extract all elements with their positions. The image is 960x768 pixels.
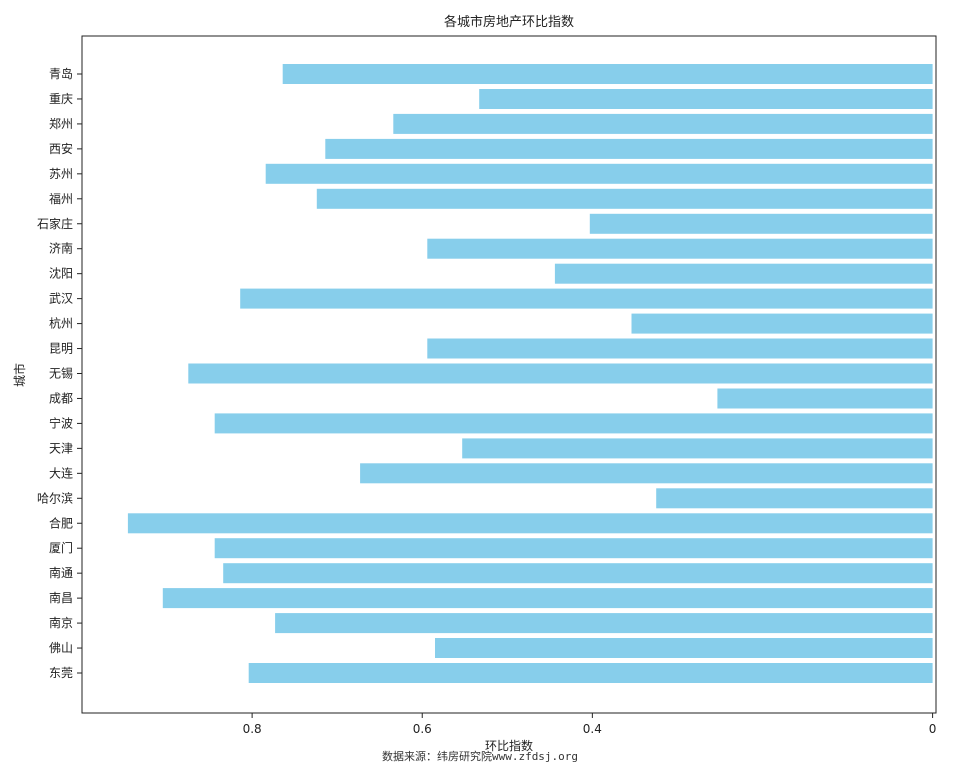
source-note: 数据来源：纬房研究院www.zfdsj.org — [382, 749, 578, 763]
x-tick-label: 0 — [929, 722, 937, 736]
bar-东莞 — [248, 663, 933, 683]
bar-天津 — [462, 438, 933, 459]
y-tick-label: 福州 — [49, 191, 73, 206]
bar-无锡 — [188, 363, 933, 384]
bar-南京 — [275, 613, 933, 634]
bar-济南 — [427, 238, 933, 259]
y-tick-label: 天津 — [49, 441, 73, 455]
chart-title: 各城市房地产环比指数 — [444, 14, 574, 30]
y-tick-label: 佛山 — [49, 641, 73, 655]
bar-郑州 — [393, 113, 933, 134]
bar-成都 — [717, 388, 933, 409]
bar-南昌 — [162, 588, 933, 609]
y-tick-label: 成都 — [49, 391, 73, 405]
bar-福州 — [316, 188, 933, 209]
y-tick-label: 合肥 — [49, 515, 73, 530]
y-tick-label: 西安 — [49, 141, 73, 156]
bar-西安 — [325, 138, 933, 159]
y-tick-label: 南通 — [49, 565, 73, 580]
bar-苏州 — [265, 163, 933, 184]
plot-frame — [81, 35, 937, 714]
y-tick-label: 郑州 — [49, 116, 73, 131]
y-tick-label: 南京 — [49, 615, 73, 630]
y-tick-label: 昆明 — [49, 342, 73, 356]
x-tick-label: 0.4 — [583, 722, 602, 736]
y-tick-label: 大连 — [49, 465, 73, 480]
x-tick-label: 0.6 — [413, 722, 432, 736]
y-axis-label: 城市 — [12, 363, 27, 387]
y-tick-label: 无锡 — [49, 366, 73, 381]
y-tick-label: 南昌 — [49, 590, 73, 605]
y-tick-label: 武汉 — [49, 292, 73, 306]
bar-哈尔滨 — [656, 488, 933, 509]
x-axis: 0.8 0.6 0.4 0 — [243, 713, 937, 736]
y-tick-label: 东莞 — [49, 666, 73, 680]
bar-石家庄 — [589, 213, 933, 234]
bar-大连 — [360, 463, 933, 484]
bar-南通 — [223, 563, 933, 584]
y-tick-label: 哈尔滨 — [37, 490, 73, 505]
bar-合肥 — [127, 513, 933, 534]
bar-沈阳 — [554, 263, 933, 284]
y-axis: 东莞 佛山 南京 南昌 南通 厦门 合肥 哈尔滨 大连 天津 宁波 成都 无锡 昆明 杭州 武汉 沈阳 济南 石家庄… — [37, 66, 82, 680]
bars-group — [127, 64, 933, 683]
bar-厦门 — [214, 538, 933, 559]
x-axis-label: 环比指数 — [485, 738, 533, 753]
bar-青岛 — [282, 64, 933, 84]
y-tick-label: 杭州 — [49, 316, 73, 331]
y-tick-label: 沈阳 — [49, 266, 73, 281]
y-tick-label: 厦门 — [49, 540, 73, 555]
bar-佛山 — [435, 638, 933, 658]
y-tick-label: 济南 — [49, 241, 73, 256]
y-tick-label: 重庆 — [49, 92, 73, 106]
bar-武汉 — [240, 288, 933, 309]
x-tick-label: 0.8 — [243, 722, 262, 736]
y-tick-label: 宁波 — [49, 415, 73, 430]
y-tick-label: 石家庄 — [37, 216, 73, 231]
bar-昆明 — [427, 338, 933, 359]
y-tick-label: 苏州 — [49, 167, 73, 181]
bar-宁波 — [214, 413, 933, 434]
bar-重庆 — [479, 89, 933, 109]
bar-杭州 — [631, 313, 933, 334]
y-tick-label: 青岛 — [49, 66, 73, 81]
